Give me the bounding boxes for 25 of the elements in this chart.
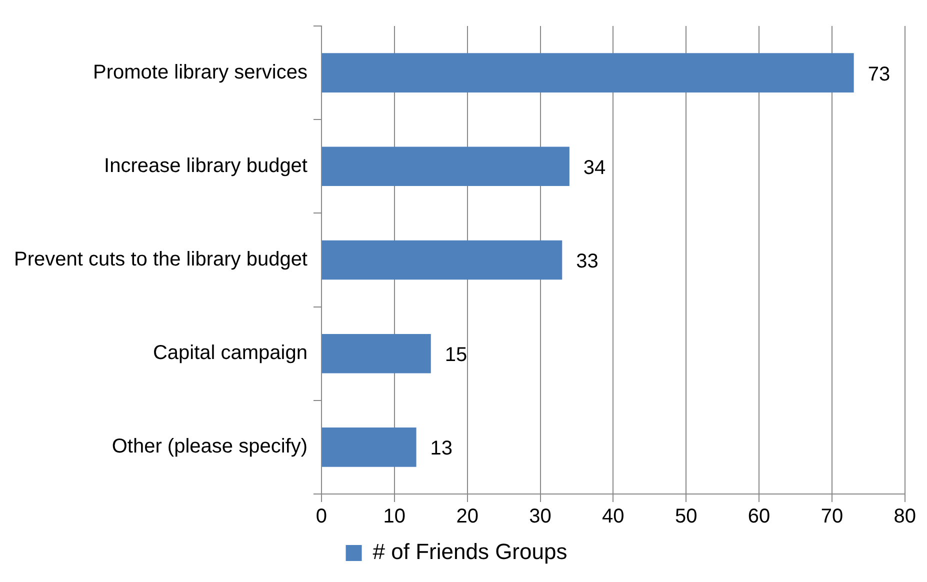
bar: [322, 53, 854, 92]
data-label: 34: [583, 156, 606, 179]
bar: [322, 146, 570, 186]
bar: [322, 334, 431, 374]
data-label: 13: [430, 438, 453, 460]
x-tick-label: 0: [316, 506, 328, 528]
y-tick-label: Prevent cuts to the library budget: [14, 248, 308, 271]
x-tick-label: 40: [602, 506, 624, 528]
x-tick-label: 20: [456, 506, 478, 528]
y-tick-label: Increase library budget: [104, 154, 308, 177]
data-label: 15: [444, 344, 468, 366]
legend-label: # of Friends Groups: [372, 539, 568, 564]
y-tick-label: Capital campaign: [152, 342, 308, 364]
data-label: 73: [868, 63, 890, 86]
y-tick-label: Promote library services: [92, 61, 308, 84]
x-tick-label: 70: [820, 506, 844, 528]
x-tick-label: 10: [383, 506, 406, 528]
y-tick-label: Other (please specify): [112, 436, 308, 458]
x-tick-label: 60: [748, 506, 770, 528]
x-tick-label: 80: [894, 506, 916, 528]
data-label: 33: [576, 250, 598, 273]
x-tick-label: 50: [674, 506, 698, 528]
bar: [322, 240, 562, 280]
x-tick-label: 30: [529, 506, 552, 528]
bar: [322, 428, 416, 467]
